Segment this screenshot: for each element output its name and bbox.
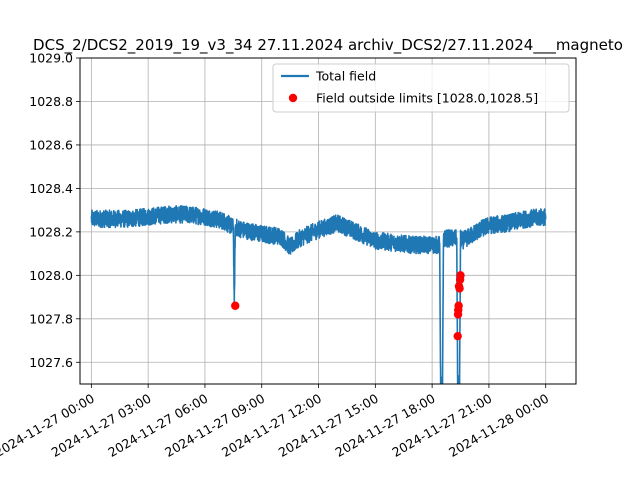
y-tick-label: 1028.8 xyxy=(29,94,73,109)
outlier-point xyxy=(454,301,463,310)
y-tick-label: 1028.2 xyxy=(29,224,73,239)
x-tick-label: 2024-11-27 00:00 xyxy=(0,391,97,460)
x-tick-label: 2024-11-27 18:00 xyxy=(333,391,438,460)
x-tick-label: 2024-11-27 15:00 xyxy=(276,391,381,460)
outlier-point xyxy=(455,284,464,293)
y-tick-label: 1027.6 xyxy=(29,355,73,370)
x-tick-label: 2024-11-27 06:00 xyxy=(105,391,210,460)
outlier-point xyxy=(456,271,465,280)
outlier-point xyxy=(453,331,462,341)
plot-area xyxy=(90,205,547,384)
legend-box xyxy=(272,63,570,113)
outlier-point xyxy=(231,301,240,310)
x-tick-label: 2024-11-28 00:00 xyxy=(446,391,551,460)
x-tick-label: 2024-11-27 09:00 xyxy=(162,391,267,460)
y-axis: 1027.6 1027.8 1028.0 1028.2 1028.4 1028.6 1028… xyxy=(29,51,80,370)
series-line-total-field xyxy=(90,205,547,384)
x-tick-label: 2024-11-27 03:00 xyxy=(49,391,154,460)
y-tick-label: 1028.0 xyxy=(29,268,73,283)
y-tick-label: 1028.6 xyxy=(29,137,73,152)
y-tick-label: 1029.0 xyxy=(29,51,73,66)
y-tick-label: 1027.8 xyxy=(29,311,73,326)
x-tick-label: 2024-11-27 12:00 xyxy=(219,391,324,460)
legend-marker-swatch xyxy=(288,93,298,103)
axes-frame xyxy=(79,57,577,385)
y-tick-label: 1028.4 xyxy=(29,181,73,196)
chart-title: DCS_2/DCS2_2019_19_v3_34 27.11.2024 arch… xyxy=(33,36,623,55)
legend: Total field Field outside limits [1028.0,… xyxy=(272,63,570,113)
x-tick-label: 2024-11-27 21:00 xyxy=(389,391,494,460)
legend-label-outside-limits: Field outside limits [1028.0,1028.5] xyxy=(316,91,538,106)
legend-label-total-field: Total field xyxy=(315,69,376,84)
